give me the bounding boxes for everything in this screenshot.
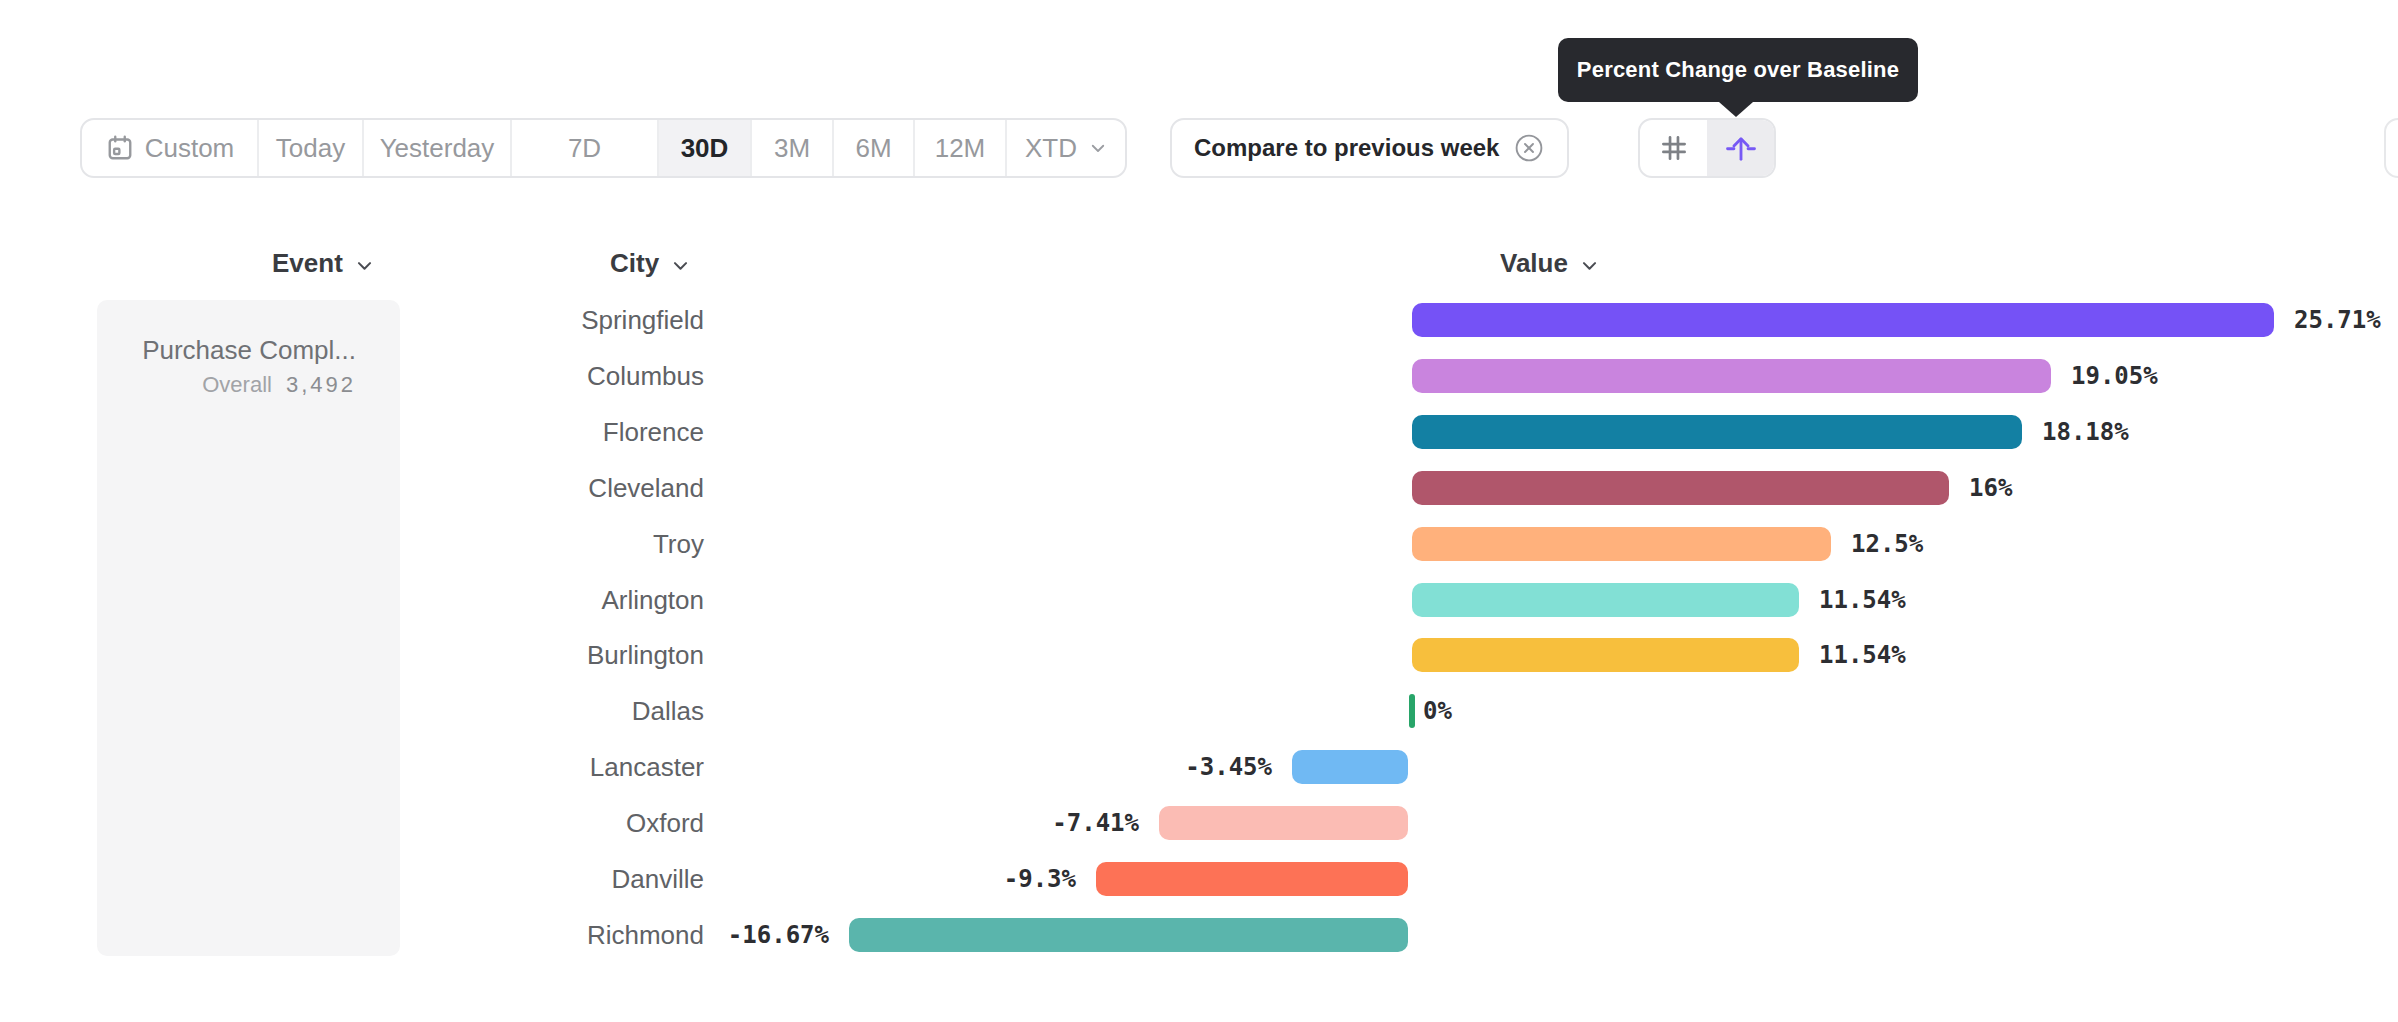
value-header-label: Value <box>1500 248 1568 279</box>
bar-dallas[interactable] <box>1409 694 1415 728</box>
bar-arlington[interactable] <box>1412 583 1799 617</box>
grid-view-toggle[interactable] <box>1640 120 1707 176</box>
city-label: Columbus <box>587 359 704 393</box>
city-label: Lancaster <box>590 750 704 784</box>
bar-florence[interactable] <box>1412 415 2022 449</box>
value-label: -7.41% <box>1052 806 1139 840</box>
city-label: Dallas <box>632 694 704 728</box>
chart-row-lancaster: Lancaster -3.45% <box>0 750 2398 784</box>
toolbar: Custom Today Yesterday 7D 30D 3M 6M 12M XTD Comp… <box>0 118 2398 178</box>
bar-springfield[interactable] <box>1412 303 2274 337</box>
tooltip-text: Percent Change over Baseline <box>1577 57 1899 83</box>
value-label: 19.05% <box>2071 359 2158 393</box>
chevron-down-icon <box>355 256 374 275</box>
chart-row-troy: Troy 12.5% <box>0 527 2398 561</box>
city-label: Arlington <box>601 583 704 617</box>
bar-troy[interactable] <box>1412 527 1831 561</box>
city-label: Florence <box>603 415 704 449</box>
tooltip: Percent Change over Baseline <box>1558 38 1918 102</box>
date-range-label: 30D <box>681 133 729 164</box>
baseline-lift-toggle[interactable] <box>1707 120 1774 176</box>
chart-row-burlington: Burlington 11.54% <box>0 638 2398 672</box>
column-header-value[interactable]: Value <box>1500 246 1599 280</box>
date-range-yesterday[interactable]: Yesterday <box>364 120 512 176</box>
date-range-xtd[interactable]: XTD <box>1007 120 1125 176</box>
date-range-today[interactable]: Today <box>259 120 364 176</box>
bar-oxford[interactable] <box>1159 806 1408 840</box>
date-range-3m[interactable]: 3M <box>752 120 834 176</box>
bar-danville[interactable] <box>1096 862 1408 896</box>
date-range-label: XTD <box>1025 133 1077 164</box>
chart-row-springfield: Springfield 25.71% <box>0 303 2398 337</box>
chart-row-oxford: Oxford -7.41% <box>0 806 2398 840</box>
chart-row-danville: Danville -9.3% <box>0 862 2398 896</box>
city-label: Oxford <box>626 806 704 840</box>
value-label: -3.45% <box>1185 750 1272 784</box>
chart-row-cleveland: Cleveland 16% <box>0 471 2398 505</box>
value-label: 0% <box>1423 694 1452 728</box>
bar-richmond[interactable] <box>849 918 1408 952</box>
city-label: Troy <box>653 527 704 561</box>
chart-row-florence: Florence 18.18% <box>0 415 2398 449</box>
tooltip-arrow <box>1719 102 1753 117</box>
date-range-label: Today <box>276 133 345 164</box>
city-label: Burlington <box>587 638 704 672</box>
event-panel[interactable]: Purchase Compl... Overall3,492 <box>97 300 400 956</box>
city-label: Danville <box>612 862 705 896</box>
date-range-label: Yesterday <box>380 133 495 164</box>
value-label: 11.54% <box>1819 583 1906 617</box>
value-label: 25.71% <box>2294 303 2381 337</box>
bar-columbus[interactable] <box>1412 359 2051 393</box>
baseline-lift-icon <box>1724 131 1758 165</box>
bar-lancaster[interactable] <box>1292 750 1408 784</box>
value-label: -16.67% <box>728 918 829 952</box>
compare-to-previous-week-button[interactable]: Compare to previous week <box>1170 118 1569 178</box>
city-header-label: City <box>610 248 659 279</box>
city-label: Springfield <box>581 303 704 337</box>
chevron-down-icon <box>671 256 690 275</box>
chart-row-richmond: Richmond -16.67% <box>0 918 2398 952</box>
bar-cleveland[interactable] <box>1412 471 1949 505</box>
date-range-12m[interactable]: 12M <box>915 120 1007 176</box>
value-label: 12.5% <box>1851 527 1923 561</box>
compare-label: Compare to previous week <box>1194 134 1499 162</box>
date-range-7d[interactable]: 7D <box>512 120 659 176</box>
date-range-label: Custom <box>145 133 235 164</box>
value-label: 11.54% <box>1819 638 1906 672</box>
chart-row-dallas: Dallas 0% <box>0 694 2398 728</box>
clipped-button[interactable] <box>2384 118 2398 178</box>
date-range-label: 3M <box>774 133 810 164</box>
grid-hash-icon <box>1657 131 1691 165</box>
chevron-down-icon <box>1089 139 1107 157</box>
bar-burlington[interactable] <box>1412 638 1799 672</box>
chart-mode-toggle-group <box>1638 118 1776 178</box>
date-range-30d[interactable]: 30D <box>659 120 752 176</box>
circle-x-icon[interactable] <box>1513 132 1545 164</box>
value-label: -9.3% <box>1004 862 1076 896</box>
date-range-custom[interactable]: Custom <box>82 120 259 176</box>
event-header-label: Event <box>272 248 343 279</box>
chevron-down-icon <box>1580 256 1599 275</box>
date-range-label: 7D <box>568 133 601 164</box>
date-range-group: Custom Today Yesterday 7D 30D 3M 6M 12M XTD <box>80 118 1127 178</box>
chart-row-arlington: Arlington 11.54% <box>0 583 2398 617</box>
column-header-city[interactable]: City <box>610 246 690 280</box>
city-label: Cleveland <box>588 471 704 505</box>
city-label: Richmond <box>587 918 704 952</box>
column-header-event[interactable]: Event <box>272 246 374 280</box>
value-label: 18.18% <box>2042 415 2129 449</box>
date-range-label: 12M <box>935 133 986 164</box>
date-range-6m[interactable]: 6M <box>834 120 915 176</box>
value-label: 16% <box>1969 471 2012 505</box>
analytics-chart-view: Percent Change over Baseline Custom Today… <box>0 0 2398 1022</box>
calendar-icon <box>105 133 135 163</box>
chart-row-columbus: Columbus 19.05% <box>0 359 2398 393</box>
date-range-label: 6M <box>855 133 891 164</box>
